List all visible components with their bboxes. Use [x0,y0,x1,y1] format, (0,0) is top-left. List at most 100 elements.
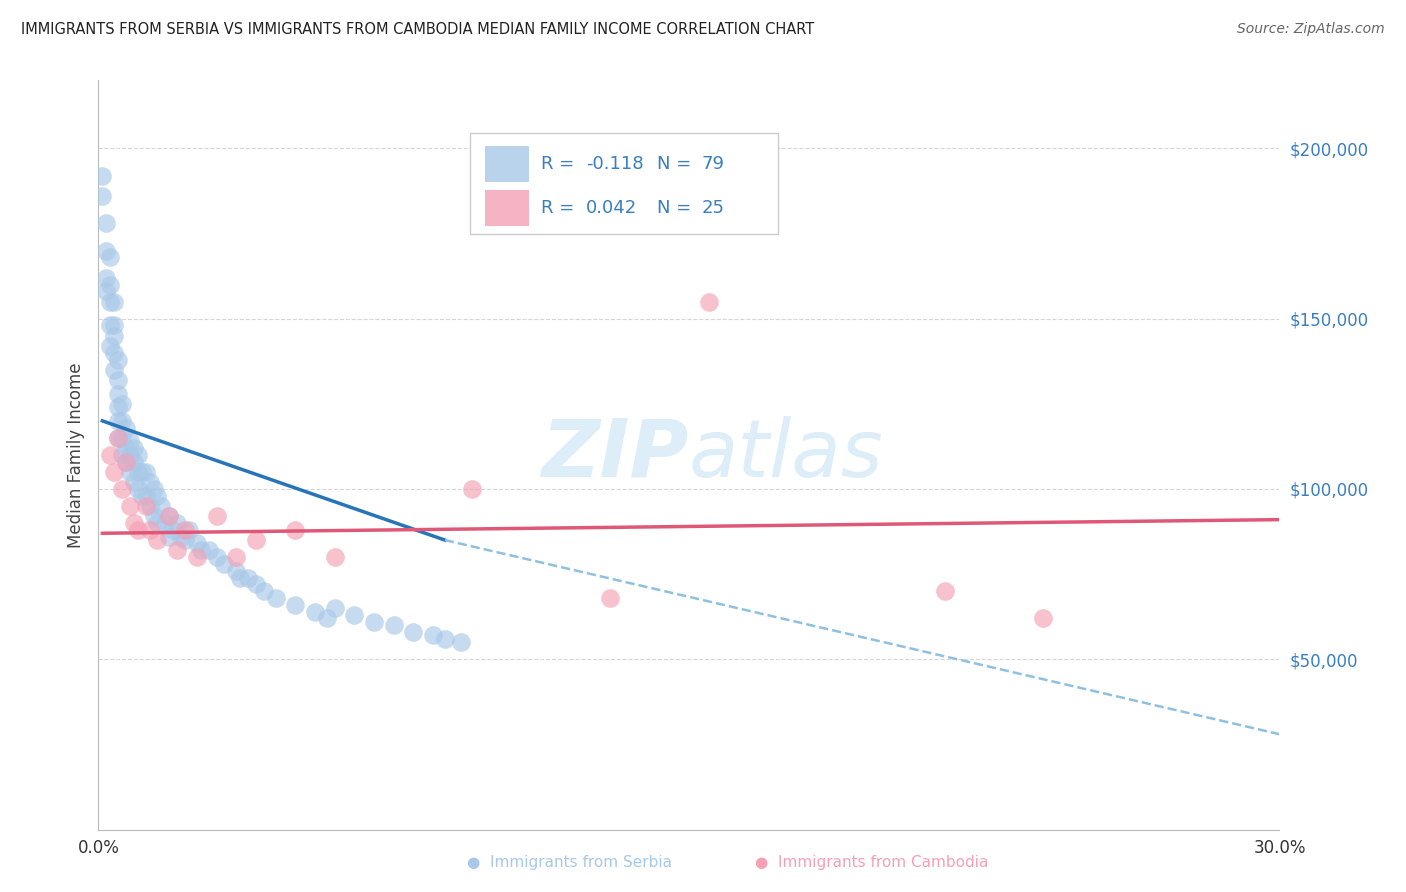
Point [111,397,134,411]
Point [98,277,121,292]
Text: IMMIGRANTS FROM SERBIA VS IMMIGRANTS FROM CAMBODIA MEDIAN FAMILY INCOME CORRELAT: IMMIGRANTS FROM SERBIA VS IMMIGRANTS FRO… [21,22,814,37]
Point [229,570,252,584]
Point [363,615,385,629]
Point [115,420,138,434]
Point [190,543,212,558]
Point [111,414,134,428]
Point [91,169,114,183]
Point [323,601,346,615]
Point [131,489,153,503]
Point [186,536,208,550]
Point [155,516,177,530]
Point [433,632,456,646]
Text: 79: 79 [702,154,725,173]
Point [402,625,425,640]
Point [107,386,129,401]
Point [96,285,118,299]
Point [157,509,180,524]
Point [122,441,145,455]
Point [225,550,247,565]
Point [135,499,157,513]
Text: -0.118: -0.118 [586,154,644,173]
Point [166,516,188,530]
Text: ZIP: ZIP [541,416,689,494]
Point [162,523,184,537]
Point [174,533,197,547]
Point [225,564,247,578]
Point [323,550,346,565]
Point [127,465,149,479]
FancyBboxPatch shape [485,191,530,227]
Point [127,482,149,496]
Point [135,465,157,479]
Point [138,499,160,513]
Point [205,550,228,565]
Text: R =: R = [541,199,581,217]
Text: ●  Immigrants from Serbia: ● Immigrants from Serbia [467,855,672,870]
Point [107,414,129,428]
Point [107,431,129,445]
Point [127,523,149,537]
Point [177,523,200,537]
Point [142,509,165,524]
Point [214,557,236,571]
Point [98,251,121,265]
Point [205,509,228,524]
Point [115,455,138,469]
Text: N =: N = [657,154,697,173]
Point [96,270,118,285]
Point [599,591,621,605]
Point [146,489,169,503]
Point [107,352,129,367]
Point [118,465,141,479]
Point [174,523,197,537]
Text: N =: N = [657,199,697,217]
Point [98,448,121,462]
Point [91,189,114,203]
Point [142,482,165,496]
Point [284,598,307,612]
Point [111,448,134,462]
Point [103,318,125,333]
Point [236,570,259,584]
Point [461,482,484,496]
Point [382,618,405,632]
Point [103,363,125,377]
Point [150,499,173,513]
Point [284,523,307,537]
Text: R =: R = [541,154,581,173]
Point [103,328,125,343]
Y-axis label: Median Family Income: Median Family Income [66,362,84,548]
Point [111,482,134,496]
Point [122,475,145,490]
Point [98,294,121,309]
Point [122,516,145,530]
Point [138,475,160,490]
Point [245,533,267,547]
Point [343,607,366,622]
Point [157,509,180,524]
Point [131,465,153,479]
Text: 25: 25 [702,199,725,217]
Point [98,318,121,333]
Point [146,516,169,530]
Point [127,448,149,462]
Point [122,455,145,469]
Point [135,489,157,503]
Point [107,373,129,387]
Point [264,591,287,605]
Text: 0.042: 0.042 [586,199,637,217]
Point [111,431,134,445]
Point [422,628,444,642]
Point [98,339,121,353]
FancyBboxPatch shape [485,146,530,182]
Point [96,216,118,230]
Point [103,294,125,309]
Point [253,584,276,599]
Point [146,533,169,547]
Point [934,584,956,599]
Point [245,577,267,591]
FancyBboxPatch shape [471,133,778,234]
Text: atlas: atlas [689,416,884,494]
Point [450,635,472,649]
